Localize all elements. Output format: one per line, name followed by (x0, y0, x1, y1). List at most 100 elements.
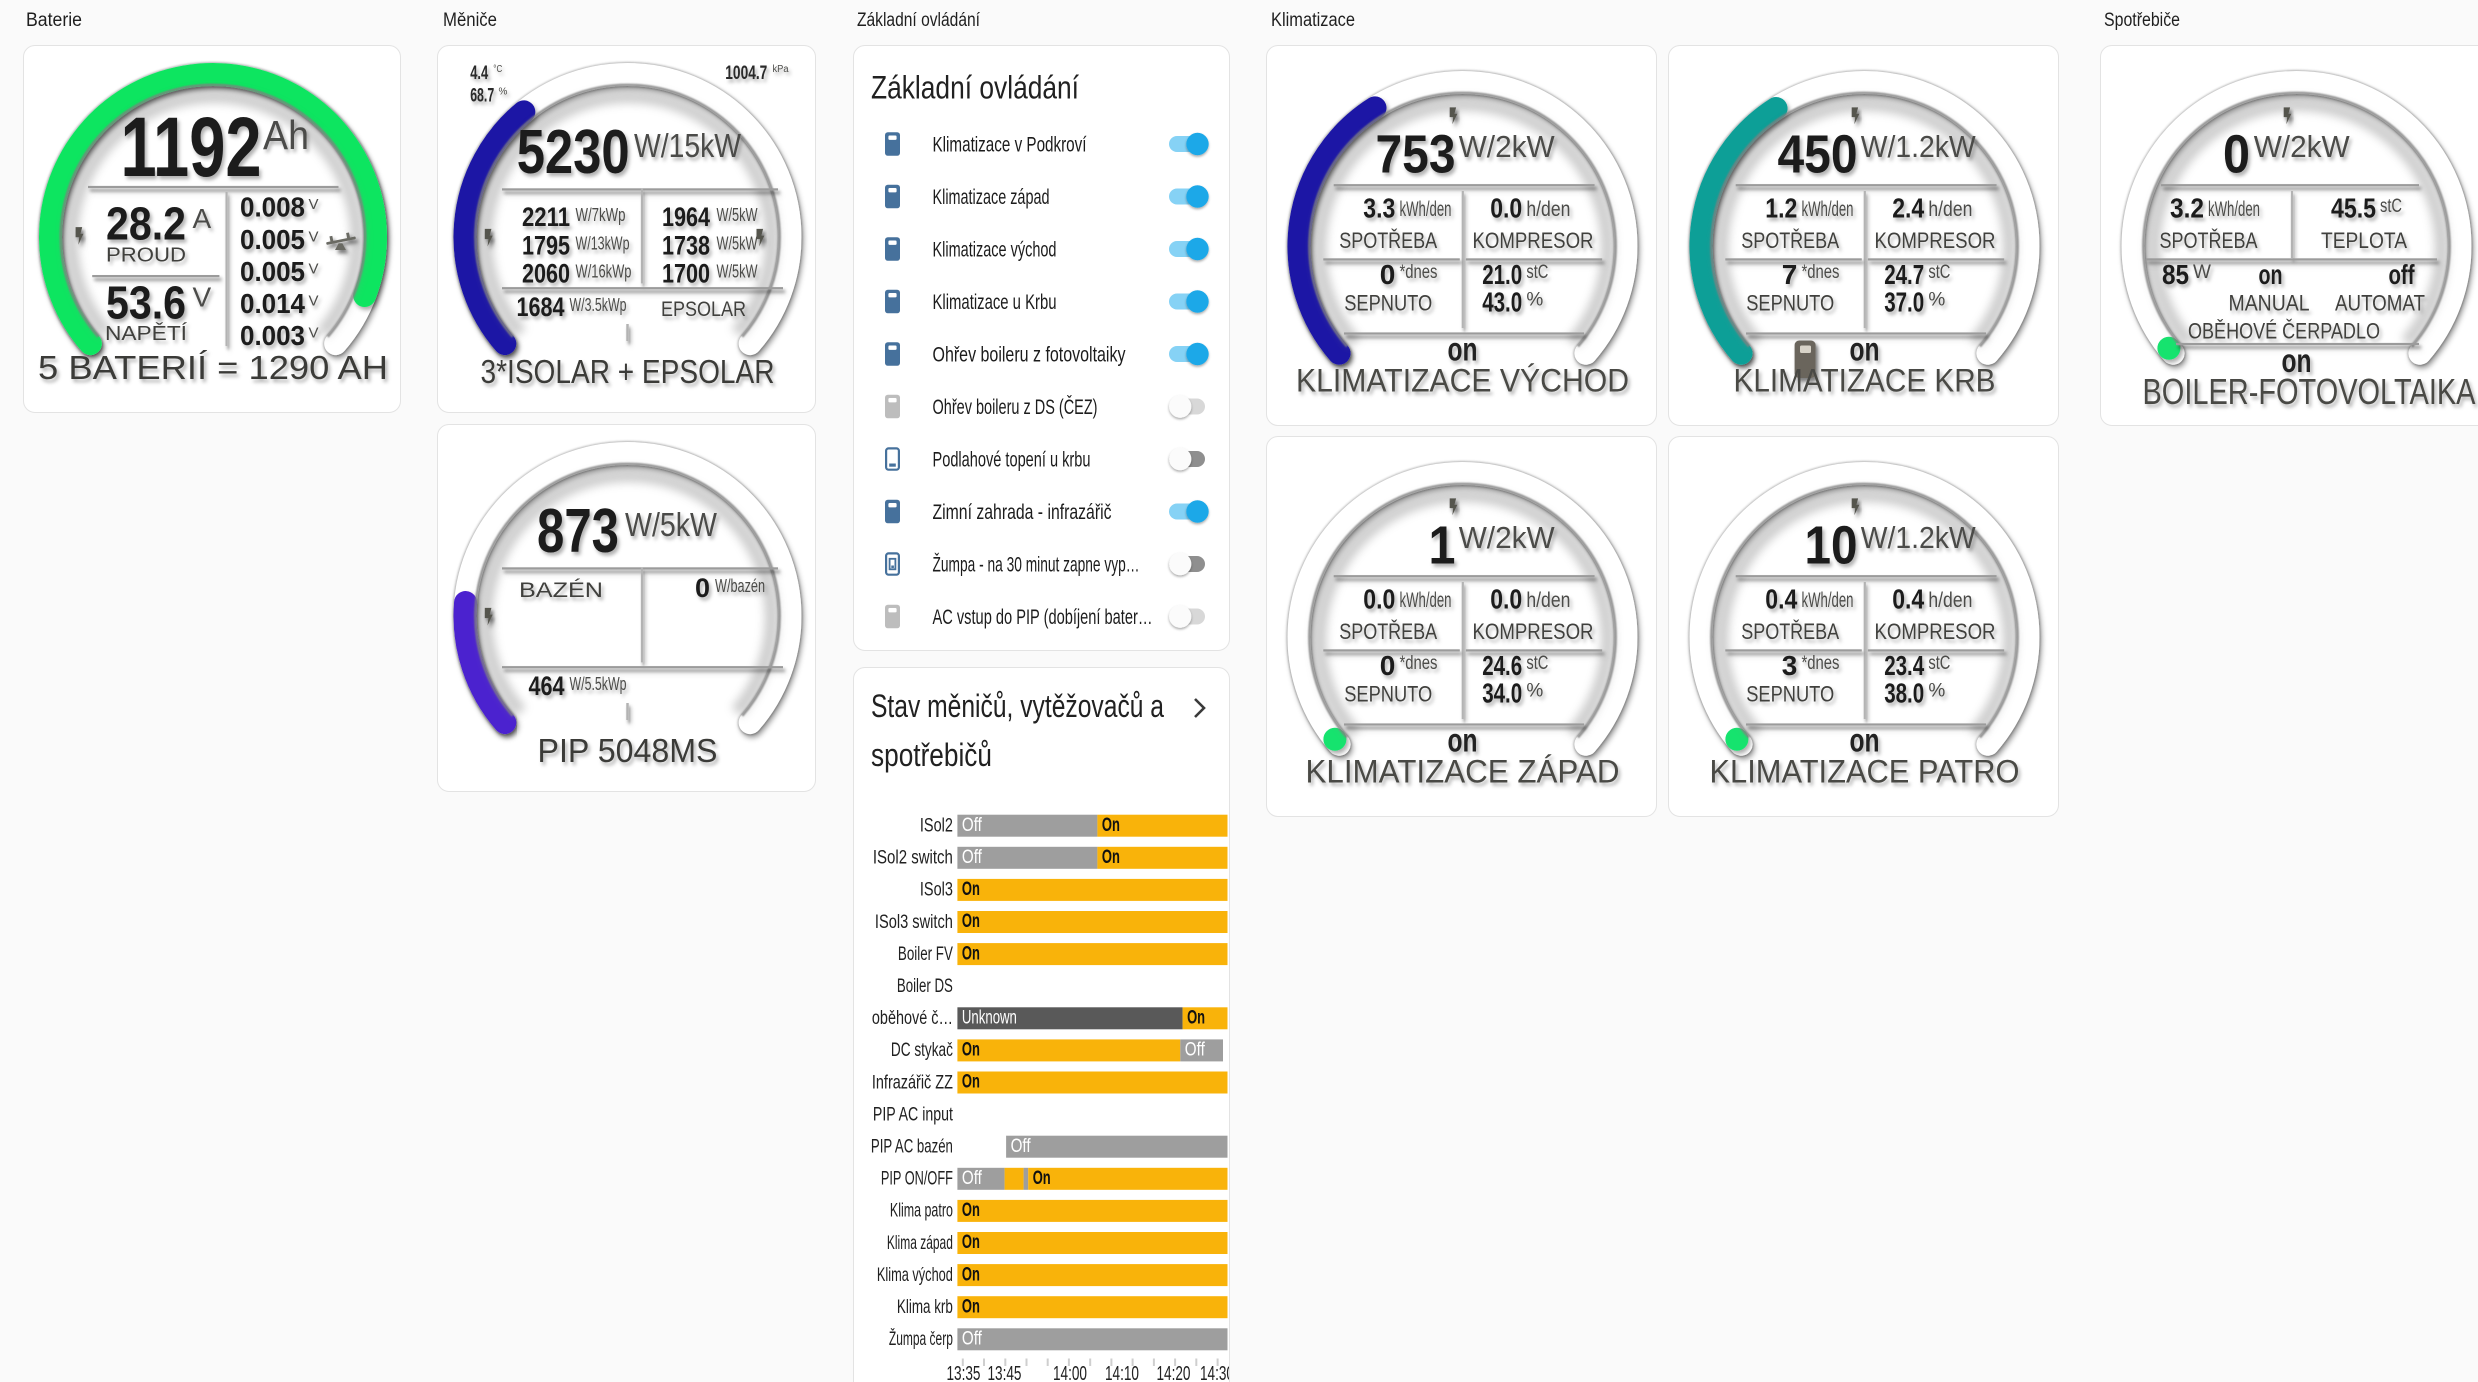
svg-text:oběhové č…: oběhové č… (872, 1007, 953, 1029)
svg-text:0: 0 (1380, 650, 1396, 681)
svg-text:kWh/den: kWh/den (1400, 589, 1452, 612)
svg-text:1004.7: 1004.7 (725, 63, 767, 84)
svg-text:14:10: 14:10 (1105, 1363, 1139, 1382)
svg-text:ISol3: ISol3 (920, 879, 953, 901)
svg-text:W/7kWp: W/7kWp (576, 205, 626, 225)
svg-text:Unknown: Unknown (962, 1008, 1017, 1029)
svg-text:68.7: 68.7 (470, 85, 494, 106)
svg-text:W/5kW: W/5kW (717, 205, 758, 225)
svg-text:kWh/den: kWh/den (1802, 198, 1854, 221)
svg-text:PIP 5048MS: PIP 5048MS (538, 732, 718, 769)
svg-text:1964: 1964 (662, 202, 710, 232)
svg-text:Klimatizace u Krbu: Klimatizace u Krbu (933, 291, 1057, 314)
svg-text:PIP AC input: PIP AC input (873, 1103, 953, 1125)
svg-text:%: % (1928, 290, 1945, 311)
svg-text:W/1.2kW: W/1.2kW (1861, 520, 1977, 555)
svg-text:Podlahové topení u krbu: Podlahové topení u krbu (933, 449, 1091, 472)
svg-text:Spotřebiče: Spotřebiče (2104, 10, 2180, 31)
svg-text:23.4: 23.4 (1884, 650, 1924, 681)
svg-text:SPOTŘEBA: SPOTŘEBA (1339, 228, 1437, 253)
svg-text:V: V (309, 196, 319, 213)
svg-text:kPa: kPa (773, 64, 789, 75)
svg-text:AUTOMAT: AUTOMAT (2335, 291, 2425, 316)
svg-text:On: On (962, 1264, 980, 1285)
svg-text:On: On (962, 1040, 980, 1061)
svg-text:Boiler DS: Boiler DS (897, 975, 953, 997)
svg-text:Off: Off (962, 1168, 983, 1189)
svg-text:0: 0 (1380, 259, 1396, 290)
svg-text:37.0: 37.0 (1884, 287, 1924, 318)
svg-text:5 BATERIÍ = 1290 AH: 5 BATERIÍ = 1290 AH (38, 349, 388, 386)
svg-text:On: On (962, 1296, 980, 1317)
svg-text:on: on (1850, 722, 1880, 759)
svg-text:On: On (1102, 815, 1120, 836)
svg-text:*dnes: *dnes (1802, 262, 1840, 283)
svg-text:0.4: 0.4 (1892, 584, 1924, 615)
svg-text:1738: 1738 (662, 230, 710, 260)
svg-text:On: On (962, 1072, 980, 1093)
svg-text:On: On (962, 1200, 980, 1221)
svg-text:%: % (1526, 290, 1543, 311)
svg-text:V: V (193, 282, 212, 313)
svg-text:21.0: 21.0 (1482, 259, 1522, 290)
svg-text:28.2: 28.2 (106, 198, 186, 250)
svg-text:Klimatizace: Klimatizace (1271, 10, 1355, 31)
svg-text:Klimatizace východ: Klimatizace východ (933, 239, 1057, 262)
svg-text:SPOTŘEBA: SPOTŘEBA (1741, 619, 1839, 644)
svg-text:38.0: 38.0 (1884, 678, 1924, 709)
svg-text:3*ISOLAR + EPSOLAR: 3*ISOLAR + EPSOLAR (481, 353, 775, 390)
svg-text:14:00: 14:00 (1053, 1363, 1087, 1382)
svg-text:W/13kWp: W/13kWp (576, 233, 630, 253)
svg-text:stC: stC (2380, 196, 2402, 217)
svg-text:Klima východ: Klima východ (877, 1264, 953, 1286)
svg-text:3: 3 (1782, 650, 1798, 681)
svg-text:753: 753 (1376, 124, 1456, 184)
svg-text:stC: stC (1526, 262, 1548, 283)
svg-text:W/3.5kWp: W/3.5kWp (570, 295, 627, 315)
svg-text:%: % (1928, 681, 1945, 702)
svg-text:KLIMATIZACE KRB: KLIMATIZACE KRB (1734, 363, 1996, 399)
svg-text:Off: Off (962, 1329, 983, 1350)
svg-text:24.6: 24.6 (1482, 650, 1522, 681)
svg-text:Ah: Ah (263, 112, 309, 158)
svg-text:0.4: 0.4 (1765, 584, 1797, 615)
svg-text:873: 873 (537, 497, 619, 566)
svg-text:h/den: h/den (1928, 589, 1972, 612)
svg-text:7: 7 (1782, 259, 1798, 290)
svg-text:W/2kW: W/2kW (1459, 520, 1556, 555)
svg-text:SEPNUTO: SEPNUTO (1344, 291, 1432, 316)
svg-text:W/5kW: W/5kW (625, 506, 718, 543)
svg-text:SEPNUTO: SEPNUTO (1746, 682, 1834, 707)
svg-text:°C: °C (493, 64, 502, 75)
svg-text:10: 10 (1805, 515, 1858, 575)
svg-text:Klima patro: Klima patro (890, 1200, 953, 1222)
svg-text:0.0: 0.0 (1490, 193, 1522, 224)
svg-text:on: on (1448, 722, 1478, 759)
svg-text:W/1.2kW: W/1.2kW (1861, 129, 1977, 164)
svg-text:14:30: 14:30 (1200, 1363, 1230, 1382)
svg-text:KOMPRESOR: KOMPRESOR (1875, 619, 1996, 644)
svg-text:ISol3 switch: ISol3 switch (875, 911, 953, 933)
svg-text:KLIMATIZACE ZÁPAD: KLIMATIZACE ZÁPAD (1306, 754, 1620, 790)
svg-text:2.4: 2.4 (1892, 193, 1924, 224)
svg-text:1795: 1795 (522, 230, 570, 260)
svg-text:Zimní zahrada - infrazářič: Zimní zahrada - infrazářič (933, 501, 1112, 524)
svg-text:OBĚHOVÉ ČERPADLO: OBĚHOVÉ ČERPADLO (2188, 319, 2380, 344)
svg-text:V: V (309, 228, 319, 245)
svg-text:Ohřev boileru z DS (ČEZ): Ohřev boileru z DS (ČEZ) (933, 396, 1098, 419)
svg-text:0.0: 0.0 (1490, 584, 1522, 615)
svg-text:1.2: 1.2 (1765, 193, 1797, 224)
svg-text:W/2kW: W/2kW (1459, 129, 1556, 164)
svg-text:On: On (1187, 1008, 1205, 1029)
svg-text:On: On (962, 879, 980, 900)
svg-text:1192: 1192 (121, 100, 262, 194)
svg-text:3.3: 3.3 (1363, 193, 1395, 224)
svg-text:5230: 5230 (517, 118, 630, 187)
svg-text:off: off (2389, 259, 2415, 290)
svg-text:34.0: 34.0 (1482, 678, 1522, 709)
svg-text:%: % (1526, 681, 1543, 702)
svg-text:*dnes: *dnes (1802, 653, 1840, 674)
svg-text:450: 450 (1778, 124, 1858, 184)
svg-text:Klimatizace v Podkroví: Klimatizace v Podkroví (933, 134, 1087, 157)
svg-text:*dnes: *dnes (1400, 262, 1438, 283)
